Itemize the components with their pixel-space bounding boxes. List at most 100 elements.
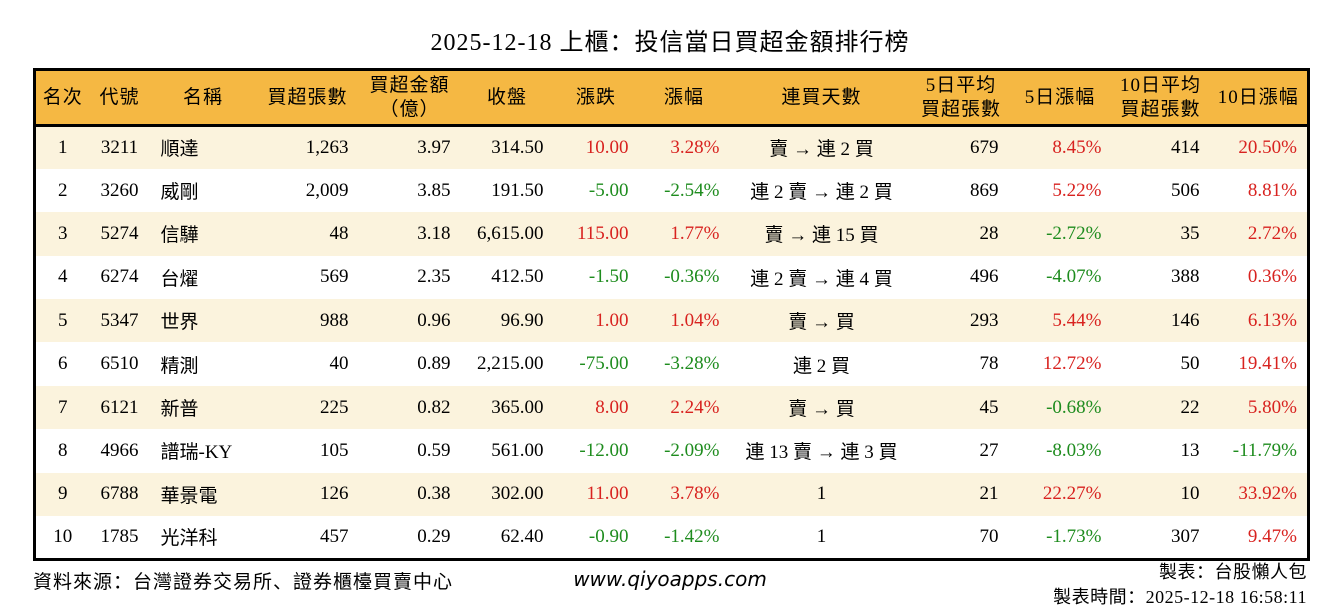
table-cell: 0.59 [358, 429, 461, 473]
credits-block: 製表：台股懶人包 製表時間：2025-12-18 16:58:11 [1053, 560, 1307, 610]
table-cell: 191.50 [460, 168, 554, 213]
table-cell: 3.18 [358, 212, 461, 256]
table-cell: 4 [34, 255, 90, 300]
header-net-buy-volume: 買超張數 [256, 69, 359, 127]
table-row: 3 5274 信驊 48 3.18 6,615.00 115.00 1.77% 賣 → 連 15… [34, 212, 1309, 256]
table-cell: 順達 [149, 125, 257, 169]
generated-timestamp: 製表時間：2025-12-18 16:58:11 [1053, 587, 1307, 607]
header-10d-change-pct: 10日漲幅 [1209, 69, 1309, 127]
header-rank: 名次 [34, 69, 90, 127]
table-cell: 9.47% [1209, 516, 1309, 560]
table-cell: 8.00 [553, 385, 639, 430]
table-cell: 22 [1111, 385, 1210, 430]
header-change: 漲跌 [553, 69, 639, 127]
table-header-row: 名次 代號 名稱 買超張數 買超金額 （億） 收盤 漲跌 漲幅 連買天數 5日平… [34, 69, 1309, 127]
table-cell: 126 [256, 472, 359, 517]
table-cell: 35 [1111, 212, 1210, 256]
table-cell: 50 [1111, 342, 1210, 386]
table-cell: 3.85 [358, 168, 461, 213]
table-cell: 3.78% [638, 472, 730, 517]
table-cell: 連 13 賣 → 連 3 買 [729, 429, 914, 473]
table-row: 10 1785 光洋科 457 0.29 62.40 -0.90 -1.42% 1 70 -1.73… [34, 516, 1309, 560]
table-cell: 78 [913, 342, 1009, 386]
header-streak: 連買天數 [729, 69, 914, 127]
table-cell: 0.89 [358, 342, 461, 386]
table-cell: 3.97 [358, 125, 461, 169]
table-cell: 3 [34, 212, 90, 256]
table-cell: 1.04% [638, 299, 730, 343]
table-cell: 1 [729, 472, 914, 517]
table-cell: -75.00 [553, 342, 639, 386]
table-cell: 5.80% [1209, 385, 1309, 430]
table-cell: 3211 [89, 125, 150, 169]
table-cell: 6510 [89, 342, 150, 386]
table-cell: 0.36% [1209, 255, 1309, 300]
page-title: 2025-12-18 上櫃：投信當日買超金額排行榜 [430, 30, 910, 56]
table-cell: 115.00 [553, 212, 639, 256]
table-cell: 225 [256, 385, 359, 430]
table-cell: -3.28% [638, 342, 730, 386]
table-cell: -5.00 [553, 168, 639, 213]
table-cell: 1 [34, 125, 90, 169]
table-cell: 0.38 [358, 472, 461, 517]
table-cell: 連 2 賣 → 連 4 買 [729, 255, 914, 300]
table-cell: -0.36% [638, 255, 730, 300]
table-cell: 2.72% [1209, 212, 1309, 256]
table-cell: -11.79% [1209, 429, 1309, 473]
table-cell: 賣 → 買 [729, 385, 914, 430]
table-cell: 2,215.00 [460, 342, 554, 386]
header-5d-change-pct: 5日漲幅 [1008, 69, 1112, 127]
table-cell: 3.28% [638, 125, 730, 169]
table-cell: 2 [34, 168, 90, 213]
table-cell: 19.41% [1209, 342, 1309, 386]
table-cell: 5347 [89, 299, 150, 343]
table-cell: 20.50% [1209, 125, 1309, 169]
table-cell: 4966 [89, 429, 150, 473]
table-cell: 1 [729, 516, 914, 560]
header-net-buy-amount: 買超金額 （億） [358, 69, 461, 127]
ranking-table: 名次 代號 名稱 買超張數 買超金額 （億） 收盤 漲跌 漲幅 連買天數 5日平… [33, 68, 1310, 561]
table-cell: 賣 → 連 15 買 [729, 212, 914, 256]
header-name: 名稱 [149, 69, 257, 127]
table-cell: 9 [34, 472, 90, 517]
table-cell: -1.50 [553, 255, 639, 300]
table-cell: 6,615.00 [460, 212, 554, 256]
table-cell: -8.03% [1008, 429, 1112, 473]
table-cell: 7 [34, 385, 90, 430]
table-cell: -2.72% [1008, 212, 1112, 256]
table-cell: 8.81% [1209, 168, 1309, 213]
table-cell: 105 [256, 429, 359, 473]
table-cell: 302.00 [460, 472, 554, 517]
table-cell: 12.72% [1008, 342, 1112, 386]
table-cell: 6121 [89, 385, 150, 430]
table-cell: 314.50 [460, 125, 554, 169]
table-row: 5 5347 世界 988 0.96 96.90 1.00 1.04% 賣 → 買 293 5.44… [34, 299, 1309, 343]
table-cell: 22.27% [1008, 472, 1112, 517]
website-label: www.qiyoapps.com [573, 567, 767, 591]
table-cell: -4.07% [1008, 255, 1112, 300]
header-code: 代號 [89, 69, 150, 127]
table-cell: 5274 [89, 212, 150, 256]
table-cell: 2.35 [358, 255, 461, 300]
table-cell: 13 [1111, 429, 1210, 473]
table-cell: 0.29 [358, 516, 461, 560]
table-cell: 2.24% [638, 385, 730, 430]
table-cell: 293 [913, 299, 1009, 343]
table-body: 1 3211 順達 1,263 3.97 314.50 10.00 3.28% 賣 → 連 2 … [34, 125, 1309, 560]
table-cell: 11.00 [553, 472, 639, 517]
table-cell: 506 [1111, 168, 1210, 213]
table-cell: 1.77% [638, 212, 730, 256]
table-cell: 6.13% [1209, 299, 1309, 343]
table-cell: 光洋科 [149, 516, 257, 560]
table-cell: 0.82 [358, 385, 461, 430]
table-cell: 307 [1111, 516, 1210, 560]
table-cell: 華景電 [149, 472, 257, 517]
table-cell: 365.00 [460, 385, 554, 430]
table-cell: -1.73% [1008, 516, 1112, 560]
table-cell: 連 2 買 [729, 342, 914, 386]
table-cell: 連 2 賣 → 連 2 買 [729, 168, 914, 213]
table-cell: 27 [913, 429, 1009, 473]
table-cell: -12.00 [553, 429, 639, 473]
table-cell: 3260 [89, 168, 150, 213]
table-cell: -2.54% [638, 168, 730, 213]
